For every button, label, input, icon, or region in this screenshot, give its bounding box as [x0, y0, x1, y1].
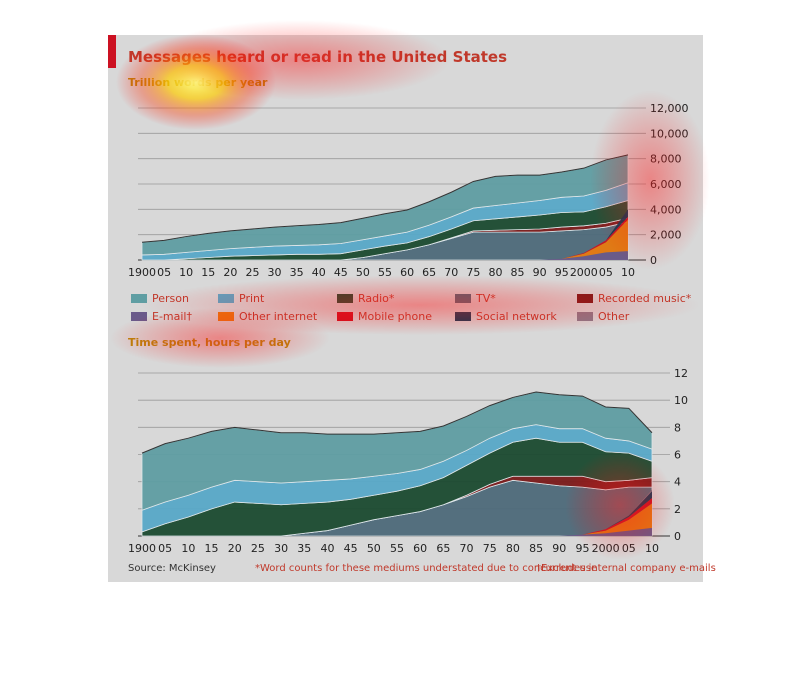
x-tick-label: 10: [181, 542, 195, 555]
x-tick-label: 75: [483, 542, 497, 555]
x-tick-label: 70: [460, 542, 474, 555]
y-tick-label: 8,000: [650, 153, 682, 166]
x-tick-label: 55: [378, 266, 392, 279]
footnote-email: †Excludes internal company e-mails: [536, 563, 716, 574]
legend-label: Recorded music*: [598, 292, 692, 305]
x-tick-label: 85: [511, 266, 525, 279]
x-tick-label: 30: [268, 266, 282, 279]
y-tick-label: 2,000: [650, 229, 682, 242]
x-tick-label: 60: [413, 542, 427, 555]
legend-swatch: [218, 312, 234, 321]
legend-swatch: [131, 312, 147, 321]
x-tick-label: 2000: [570, 266, 598, 279]
y-tick-label: 0: [674, 530, 681, 543]
x-tick-label: 65: [436, 542, 450, 555]
x-tick-label: 10: [645, 542, 659, 555]
x-tick-label: 95: [575, 542, 589, 555]
x-tick-label: 25: [251, 542, 265, 555]
x-tick-label: 05: [622, 542, 636, 555]
y-tick-label: 12: [674, 367, 688, 380]
x-tick-label: 95: [555, 266, 569, 279]
legend-label: Mobile phone: [358, 310, 433, 323]
x-tick-label: 05: [599, 266, 613, 279]
legend-swatch: [455, 312, 471, 321]
legend-swatch: [337, 312, 353, 321]
x-tick-label: 10: [179, 266, 193, 279]
legend-item-3: TV*: [455, 292, 496, 305]
legend-label: Other: [598, 310, 630, 323]
x-tick-label: 35: [297, 542, 311, 555]
x-tick-label: 15: [205, 542, 219, 555]
source-note: Source: McKinsey: [128, 563, 216, 574]
x-tick-label: 10: [621, 266, 635, 279]
x-tick-label: 80: [488, 266, 502, 279]
x-tick-label: 90: [533, 266, 547, 279]
x-tick-label: 50: [367, 542, 381, 555]
x-tick-label: 25: [245, 266, 259, 279]
y-tick-label: 2: [674, 503, 681, 516]
legend-swatch: [577, 294, 593, 303]
x-tick-label: 65: [422, 266, 436, 279]
x-tick-label: 45: [344, 542, 358, 555]
x-tick-label: 20: [228, 542, 242, 555]
total-outline: [141, 391, 653, 454]
x-tick-label: 2000: [592, 542, 620, 555]
x-tick-label: 85: [529, 542, 543, 555]
legend-item-4: Recorded music*: [577, 292, 691, 305]
legend-label: TV*: [476, 292, 496, 305]
x-tick-label: 40: [320, 542, 334, 555]
legend-label: Social network: [476, 310, 557, 323]
y-tick-label: 0: [650, 254, 657, 267]
x-tick-label: 40: [312, 266, 326, 279]
x-tick-label: 55: [390, 542, 404, 555]
x-tick-label: 45: [334, 266, 348, 279]
x-tick-label: 70: [444, 266, 458, 279]
legend-label: Other internet: [239, 310, 318, 323]
legend-label: Person: [152, 292, 189, 305]
legend-swatch: [455, 294, 471, 303]
legend-swatch: [337, 294, 353, 303]
legend-label: Radio*: [358, 292, 395, 305]
area-email: [142, 251, 628, 260]
x-tick-label: 20: [223, 266, 237, 279]
x-tick-label: 05: [157, 266, 171, 279]
legend-item-6: Other internet: [218, 310, 317, 323]
legend-item-9: Other: [577, 310, 629, 323]
y-tick-label: 10: [674, 394, 688, 407]
footnote-word-counts: *Word counts for these mediums understat…: [255, 563, 598, 574]
y-tick-label: 8: [674, 421, 681, 434]
x-tick-label: 80: [506, 542, 520, 555]
legend-swatch: [218, 294, 234, 303]
total-outline: [141, 154, 629, 243]
legend-swatch: [131, 294, 147, 303]
y-tick-label: 6: [674, 449, 681, 462]
legend-label: E-mail†: [152, 310, 192, 323]
legend-item-7: Mobile phone: [337, 310, 432, 323]
x-tick-label: 50: [356, 266, 370, 279]
y-tick-label: 4,000: [650, 203, 682, 216]
y-tick-label: 12,000: [650, 102, 689, 115]
x-tick-label: 75: [466, 266, 480, 279]
legend-label: Print: [239, 292, 265, 305]
x-tick-label: 1900: [128, 266, 156, 279]
brand-bar: [108, 35, 116, 68]
area-otherinternet: [142, 219, 628, 260]
x-tick-label: 30: [274, 542, 288, 555]
x-tick-label: 1900: [128, 542, 156, 555]
legend-item-1: Print: [218, 292, 264, 305]
legend-item-5: E-mail†: [131, 310, 192, 323]
legend-item-0: Person: [131, 292, 189, 305]
legend-item-8: Social network: [455, 310, 557, 323]
x-tick-label: 90: [552, 542, 566, 555]
y-tick-label: 6,000: [650, 178, 682, 191]
x-tick-label: 05: [158, 542, 172, 555]
y-tick-label: 10,000: [650, 127, 689, 140]
legend-item-2: Radio*: [337, 292, 394, 305]
legend-swatch: [577, 312, 593, 321]
x-tick-label: 15: [201, 266, 215, 279]
y-tick-label: 4: [674, 476, 681, 489]
x-tick-label: 60: [400, 266, 414, 279]
x-tick-label: 35: [290, 266, 304, 279]
